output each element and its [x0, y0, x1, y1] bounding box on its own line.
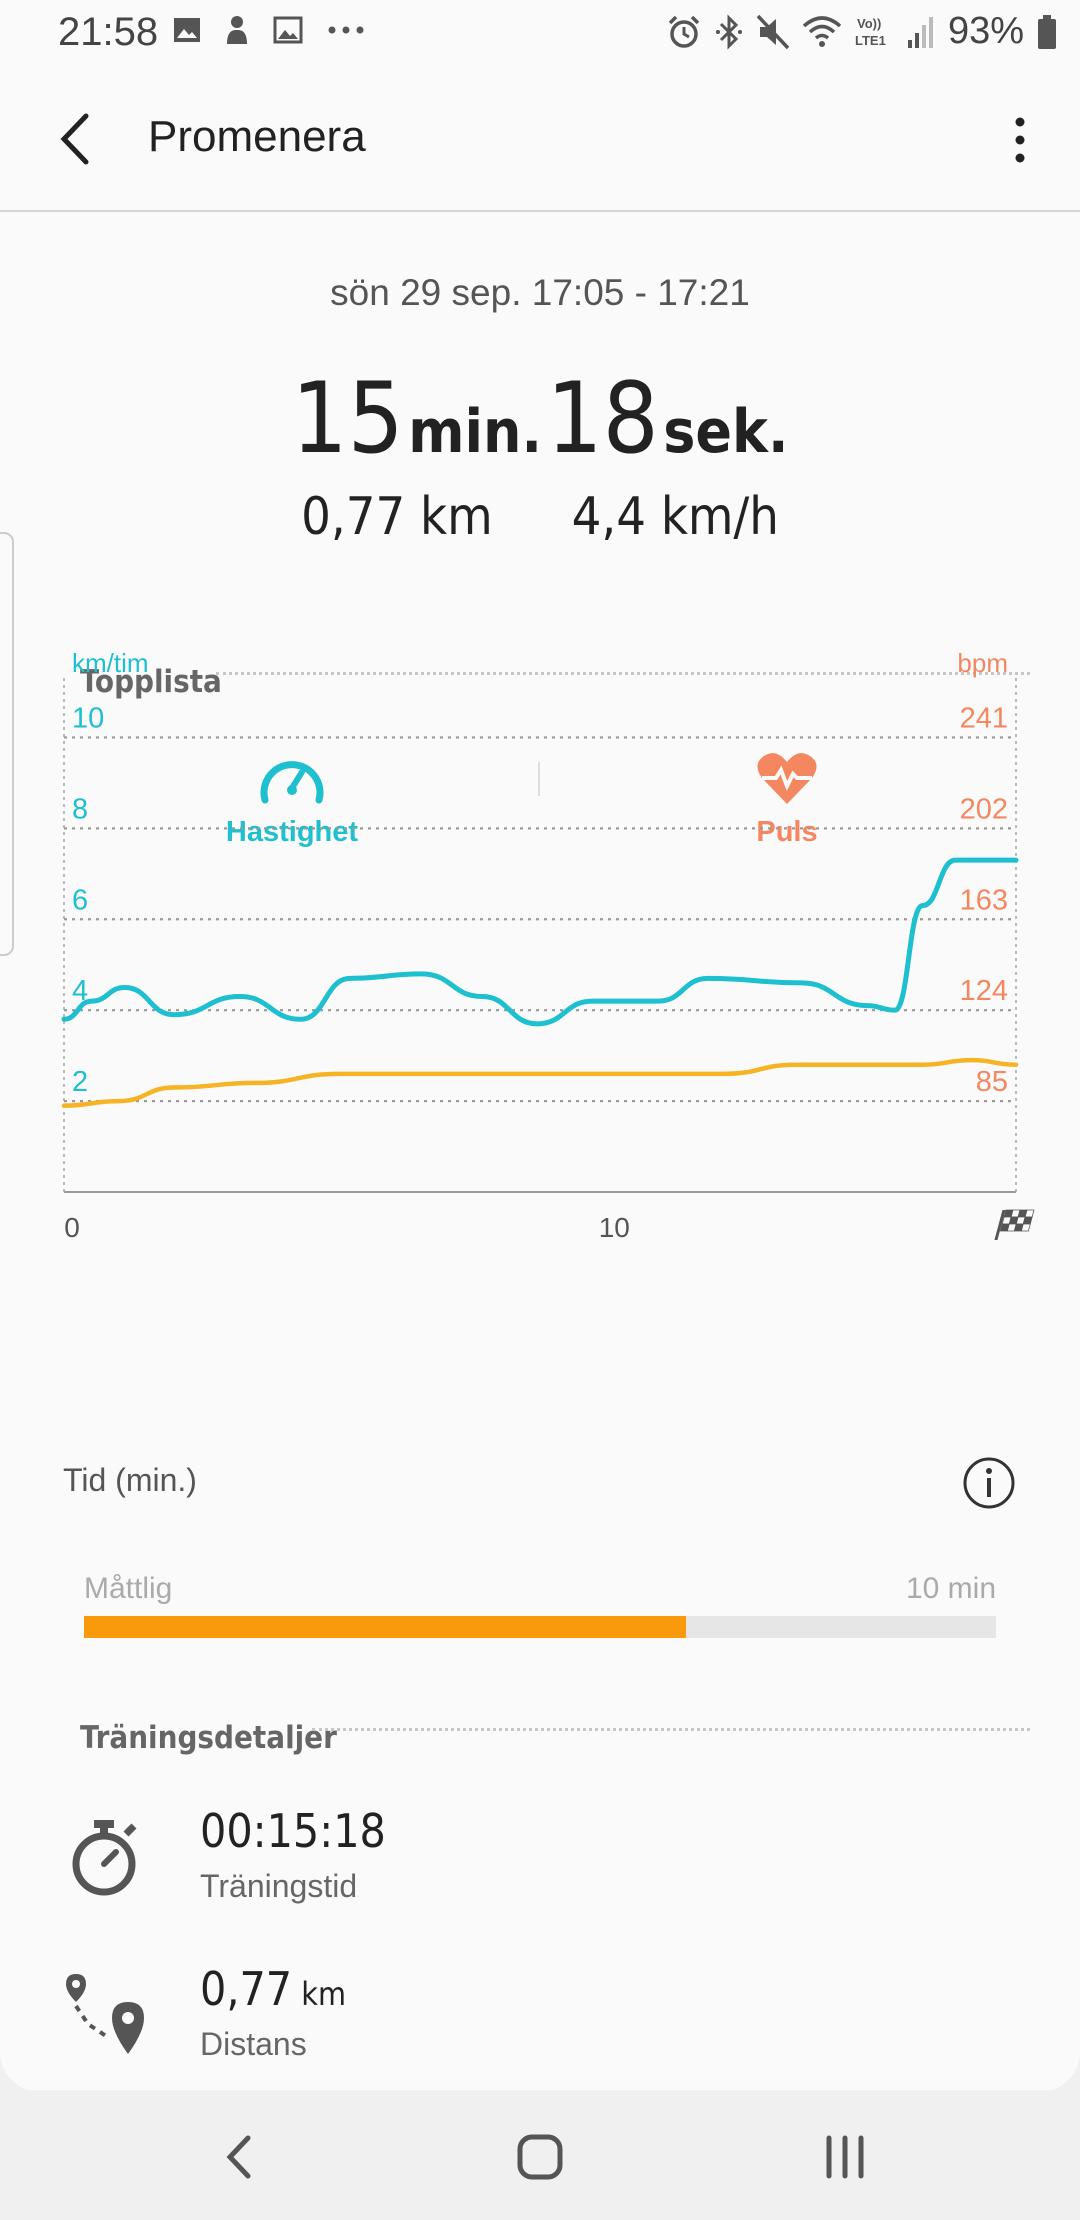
- right-tick-label: 202: [960, 793, 1008, 825]
- status-time: 21:58: [58, 10, 159, 54]
- distance-label: Distans: [200, 2026, 307, 2062]
- navigation-bar: [0, 2090, 1080, 2220]
- distance-number: 0,77: [200, 1962, 293, 2016]
- duration-minutes: 15: [291, 362, 404, 476]
- workout-datetime: sön 29 sep. 17:05 - 17:21: [330, 272, 750, 313]
- left-tick-label: 4: [72, 975, 88, 1007]
- left-tick-label: 6: [72, 884, 88, 916]
- edge-panel-handle[interactable]: [0, 532, 14, 956]
- alarm-icon: [668, 15, 700, 48]
- right-tick-label: 163: [960, 884, 1008, 916]
- distance-speed-summary: 0,77 km 4,4 km/h: [0, 487, 1080, 547]
- left-tick-label: 10: [72, 702, 104, 734]
- distance-value: 0,77 km: [200, 1962, 346, 2016]
- speed-series-line: [61, 857, 1019, 1027]
- nav-back-icon[interactable]: [210, 2130, 270, 2184]
- wifi-icon: [802, 15, 842, 47]
- time-axis-label: Tid (min.): [63, 1462, 197, 1498]
- distance-unit: km: [292, 1975, 346, 2013]
- section-divider: [312, 1728, 1030, 1731]
- volte-icon: Vo)) LTE1: [855, 16, 886, 48]
- right-axis-unit: bpm: [957, 652, 1008, 678]
- intensity-track: [84, 1616, 996, 1638]
- tab-label: Hastighet: [225, 816, 359, 848]
- right-tick-label: 241: [960, 702, 1008, 734]
- workout-duration: 15 min. 18 sek.: [0, 362, 1080, 476]
- intensity-bar: Måttlig 10 min: [84, 1572, 996, 1638]
- detail-row-distance: 0,77 km Distans: [0, 1962, 1080, 2092]
- workout-content[interactable]: sön 29 sep. 17:05 - 17:21 15 min. 18 sek…: [0, 212, 1080, 2092]
- battery-icon: [1038, 14, 1056, 49]
- image-icon: [174, 18, 200, 42]
- heart-rate-series-line: [61, 1057, 1019, 1108]
- tab-puls[interactable]: Puls: [637, 750, 937, 849]
- intensity-label: Måttlig: [84, 1572, 173, 1605]
- svg-text:Vo)): Vo)): [857, 16, 881, 31]
- face-icon: [227, 16, 247, 44]
- duration-seconds: 18: [546, 362, 659, 476]
- tab-hastighet[interactable]: Hastighet: [142, 750, 442, 849]
- duration-seconds-unit: sek.: [663, 397, 789, 467]
- heart-rate-icon: [757, 753, 817, 804]
- intensity-value: 10 min: [905, 1572, 996, 1605]
- section-divider: [216, 672, 1030, 675]
- signal-icon: [907, 16, 933, 48]
- x-tick-label: 0: [64, 1212, 80, 1243]
- left-axis-unit: km/tim: [72, 652, 149, 678]
- app-bar: Promenera: [0, 70, 1080, 212]
- summary-speed: 4,4 km/h: [571, 487, 779, 547]
- left-tick-label: 8: [72, 793, 88, 825]
- summary-distance: 0,77 km: [301, 487, 493, 547]
- back-arrow-icon[interactable]: [52, 106, 112, 172]
- intensity-fill: [84, 1616, 686, 1638]
- nav-home-icon[interactable]: [510, 2130, 570, 2184]
- duration-minutes-unit: min.: [408, 397, 542, 467]
- tab-separator: [538, 762, 540, 796]
- x-tick-label: 10: [599, 1212, 630, 1243]
- left-tick-label: 2: [72, 1066, 88, 1098]
- svg-text:LTE1: LTE1: [855, 33, 886, 48]
- info-icon[interactable]: [962, 1456, 1016, 1510]
- route-distance-icon: [66, 1974, 144, 2054]
- speedometer-icon: [260, 761, 324, 804]
- checkered-flag-icon: [994, 1209, 1035, 1240]
- tab-label: Puls: [756, 816, 818, 848]
- training-time-label: Träningstid: [200, 1868, 358, 1904]
- page-title: Promenera: [148, 112, 366, 161]
- right-tick-label: 124: [960, 975, 1008, 1007]
- training-time-value: 00:15:18: [200, 1804, 386, 1858]
- nav-recents-icon[interactable]: [815, 2130, 875, 2184]
- right-tick-label: 85: [976, 1066, 1008, 1098]
- details-title: Träningsdetaljer: [80, 1720, 337, 1756]
- speed-heart-rate-chart: km/tim bpm 2 85 4 124 6 163 8 202 10 241 0 10: [61, 652, 1035, 1243]
- more-dots-icon: [328, 26, 364, 34]
- topplista-title: Topplista: [80, 664, 222, 700]
- bluetooth-icon: [715, 13, 742, 50]
- stopwatch-icon: [72, 1820, 137, 1896]
- mute-icon: [756, 14, 790, 49]
- status-bar: 21:58 Vo)) LTE1 93%: [0, 0, 1080, 70]
- more-options-icon[interactable]: [1000, 114, 1040, 166]
- gallery-icon: [273, 16, 303, 44]
- battery-percent: 93%: [947, 10, 1024, 52]
- detail-row-training-time: 00:15:18 Träningstid: [0, 1804, 1080, 1934]
